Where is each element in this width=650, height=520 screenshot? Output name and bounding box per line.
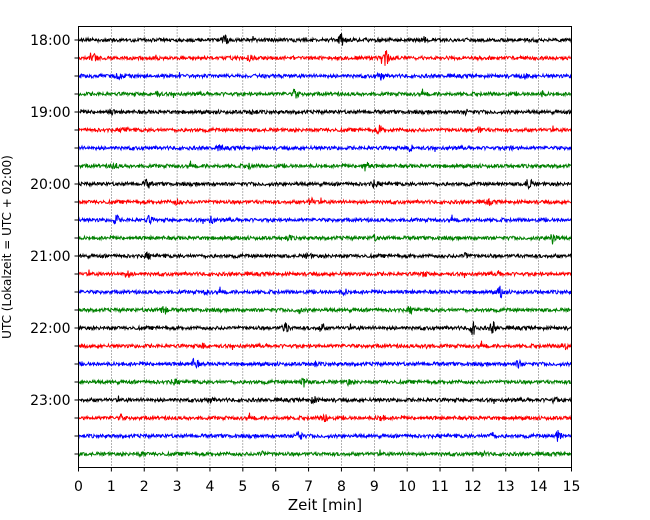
trace-line: [78, 124, 572, 135]
x-tick-label: 8: [337, 479, 346, 495]
trace-line: [78, 50, 572, 66]
x-tick-label: 12: [464, 479, 482, 495]
trace-line: [78, 160, 572, 172]
x-tick-label: 9: [370, 479, 379, 495]
trace-line: [78, 305, 572, 316]
trace-line: [78, 269, 572, 278]
trace-line: [78, 412, 572, 423]
trace-line: [78, 233, 572, 245]
x-tick-label: 6: [271, 479, 280, 495]
plot-frame: [78, 26, 572, 468]
y-axis-title: UTC (Lokalzeit = UTC + 02:00): [0, 155, 14, 339]
trace-line: [78, 430, 572, 442]
x-tick-label: 1: [107, 479, 116, 495]
trace-line: [78, 285, 572, 299]
x-axis-title: Zeit [min]: [288, 496, 362, 514]
trace-line: [78, 178, 572, 191]
trace-line: [78, 71, 572, 81]
trace-line: [78, 214, 572, 226]
trace-line: [78, 196, 572, 207]
y-tick-label: 23:00: [30, 393, 70, 409]
y-tick-label: 20:00: [30, 177, 70, 193]
x-tick-label: 10: [398, 479, 416, 495]
trace-line: [78, 144, 572, 153]
x-tick-label: 7: [304, 479, 313, 495]
y-tick-label: 22:00: [30, 321, 70, 337]
trace-line: [78, 357, 572, 369]
trace-line: [78, 251, 572, 261]
trace-line: [78, 320, 572, 335]
x-tick-label: 11: [431, 479, 449, 495]
trace-line: [78, 88, 572, 99]
seismic-traces: [78, 33, 572, 459]
trace-line: [78, 108, 572, 117]
x-tick-label: 4: [206, 479, 215, 495]
x-tick-label: 0: [74, 479, 83, 495]
trace-line: [78, 33, 572, 46]
trace-line: [78, 395, 572, 405]
y-tick-label: 21:00: [30, 249, 70, 265]
trace-line: [78, 340, 572, 351]
x-tick-label: 3: [173, 479, 182, 495]
trace-line: [78, 377, 572, 388]
x-axis-ticks: 0 1 2 3 4 5 6 7 8 9 10 11 12 13 14 15: [74, 467, 581, 495]
y-tick-label: 18:00: [30, 33, 70, 49]
trace-line: [78, 449, 572, 459]
x-tick-label: 15: [563, 479, 581, 495]
x-tick-label: 2: [140, 479, 149, 495]
x-tick-label: 5: [238, 479, 247, 495]
x-tick-label: 14: [530, 479, 548, 495]
y-axis-ticks: 18:00 19:00 20:00 21:00 22:00 23:00: [30, 33, 79, 455]
y-tick-label: 19:00: [30, 105, 70, 121]
x-tick-label: 13: [497, 479, 515, 495]
